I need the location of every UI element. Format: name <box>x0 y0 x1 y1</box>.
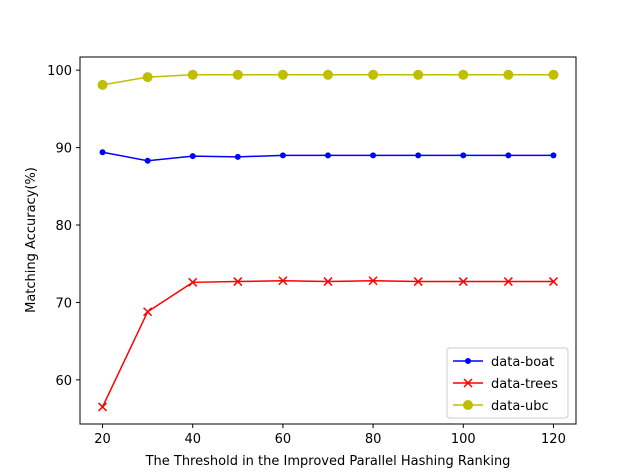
data-point-data-trees <box>188 277 198 287</box>
legend-entry-data-ubc: data-ubc <box>453 399 549 414</box>
series-layer <box>97 69 559 412</box>
data-point-data-trees <box>323 277 333 287</box>
legend-marker <box>463 378 473 388</box>
legend-box <box>446 347 569 419</box>
data-point-data-boat <box>189 153 196 160</box>
x-axis-label: The Threshold in the Improved Parallel H… <box>145 454 511 469</box>
data-point-data-boat <box>505 152 512 159</box>
data-point-data-ubc <box>187 69 198 80</box>
x-tick-label: 40 <box>184 432 201 447</box>
data-point-data-boat <box>415 152 422 159</box>
data-point-data-trees <box>413 277 423 287</box>
data-point-data-boat <box>460 152 467 159</box>
plot-frame <box>79 56 577 425</box>
x-tick-label: 100 <box>451 432 476 447</box>
data-point-data-boat <box>279 152 286 159</box>
x-tick-label: 80 <box>365 432 382 447</box>
series-data-trees <box>98 276 558 412</box>
data-point-data-trees <box>458 277 468 287</box>
legend-marker <box>465 358 471 364</box>
data-point-data-trees <box>143 307 153 317</box>
data-point-data-ubc <box>413 69 424 80</box>
data-point-data-ubc <box>503 69 514 80</box>
data-point-data-ubc <box>277 69 288 80</box>
series-data-ubc <box>97 69 559 90</box>
data-point-data-boat <box>370 152 377 159</box>
legend-label: data-ubc <box>491 399 549 414</box>
legend-marker <box>463 400 473 410</box>
data-point-data-ubc <box>232 69 243 80</box>
data-point-data-trees <box>548 277 558 287</box>
data-point-data-boat <box>234 153 241 160</box>
y-tick-label: 90 <box>55 142 72 157</box>
data-point-data-trees <box>98 402 108 412</box>
legend-entry-data-trees: data-trees <box>453 377 558 392</box>
x-tick-label: 20 <box>94 432 111 447</box>
y-tick-label: 100 <box>47 64 72 79</box>
data-point-data-trees <box>503 277 513 287</box>
legend-label: data-trees <box>491 377 558 392</box>
data-point-data-trees <box>368 276 378 286</box>
x-axis: 20 40 60 80 100 120 <box>94 424 566 447</box>
data-point-data-trees <box>278 276 288 286</box>
data-point-data-ubc <box>97 79 108 90</box>
y-tick-label: 80 <box>55 219 72 234</box>
data-point-data-boat <box>144 157 151 164</box>
data-point-data-ubc <box>548 69 559 80</box>
series-data-boat <box>99 149 557 164</box>
data-point-data-trees <box>233 277 243 287</box>
x-tick-label: 120 <box>541 432 566 447</box>
y-tick-label: 70 <box>55 296 72 311</box>
data-point-data-ubc <box>368 69 379 80</box>
data-point-data-ubc <box>142 72 153 83</box>
y-axis: 60 70 80 90 100 <box>47 64 80 389</box>
x-tick-label: 60 <box>275 432 292 447</box>
y-tick-label: 60 <box>55 374 72 389</box>
data-point-data-boat <box>99 149 106 156</box>
data-point-data-boat <box>550 152 557 159</box>
data-point-data-ubc <box>323 69 333 80</box>
y-axis-label: Matching Accuracy(%) <box>24 167 39 313</box>
legend-label: data-boat <box>491 355 554 370</box>
legend: data-boat data-trees data-ubc <box>446 347 569 419</box>
data-point-data-ubc <box>458 69 469 80</box>
legend-entry-data-boat: data-boat <box>453 355 554 370</box>
data-point-data-boat <box>325 152 331 159</box>
